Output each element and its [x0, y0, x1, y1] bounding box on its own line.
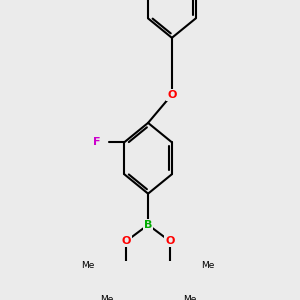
Text: Me: Me [81, 261, 95, 270]
Text: F: F [93, 137, 100, 147]
Text: O: O [167, 90, 177, 100]
Text: Me: Me [201, 261, 215, 270]
Text: Me: Me [100, 296, 113, 300]
Text: B: B [144, 220, 152, 230]
Text: O: O [165, 236, 175, 246]
Text: O: O [122, 236, 131, 246]
Text: Me: Me [183, 296, 196, 300]
